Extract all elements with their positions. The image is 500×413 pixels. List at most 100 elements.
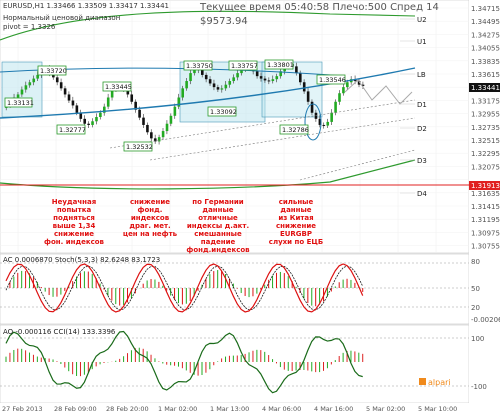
price-tick: 1.34715 [471, 5, 500, 13]
stoch-panel [0, 253, 470, 325]
time-tick: 5 Mar 02:00 [366, 405, 405, 413]
price-box: 1.33546 [316, 74, 346, 85]
time-axis-bg [0, 403, 469, 413]
candle [224, 81, 228, 91]
level-d3: D3 [417, 157, 427, 165]
svg-text:снижение: снижение [276, 222, 316, 230]
price-tick: 1.33615 [471, 71, 500, 79]
dashed-support [109, 99, 416, 149]
svg-text:1.32532: 1.32532 [126, 143, 153, 151]
support-price-tag: 1.31913 [469, 181, 500, 190]
svg-text:alpari: alpari [428, 378, 451, 387]
candle [91, 118, 94, 128]
candle [71, 96, 75, 109]
svg-text:1.33801: 1.33801 [267, 61, 294, 69]
svg-text:данные: данные [202, 206, 233, 214]
svg-text:1.32786: 1.32786 [282, 126, 309, 134]
candle [55, 74, 59, 86]
ind1-label: AC 0.0006870 Stoch(5,3,3) 82.6248 83.172… [3, 256, 160, 264]
candle [28, 79, 32, 88]
server-time: Текущее время 05:40:58 Плечо:500 Спред 1… [199, 2, 439, 13]
symbol-ohlc: EURUSD,H1 1.33466 1.33509 1.33417 1.3344… [3, 2, 169, 10]
svg-text:подняться: подняться [53, 214, 95, 222]
candle [181, 85, 184, 101]
svg-text:цен на нефть: цен на нефть [123, 230, 178, 238]
ind1-axis-neg: -0.00206 [471, 316, 500, 324]
candle [271, 75, 275, 84]
price-tick: 1.30975 [471, 229, 500, 237]
svg-text:индексов: индексов [131, 214, 170, 222]
svg-text:попытка: попытка [57, 206, 92, 214]
dashed-support [149, 117, 416, 161]
candle [24, 81, 28, 93]
candle [177, 93, 181, 110]
svg-text:из Китая: из Китая [278, 214, 313, 222]
candle [83, 115, 86, 127]
forecast-path [344, 79, 413, 105]
svg-text:падение: падение [201, 238, 236, 246]
svg-text:данные: данные [280, 206, 311, 214]
candle [228, 78, 232, 88]
cci-line [5, 330, 363, 394]
candle [161, 128, 165, 140]
price-tick: 1.32735 [471, 124, 500, 132]
candle [79, 109, 83, 122]
price-box: 1.33445 [102, 81, 132, 92]
price-tick: 1.34495 [471, 18, 500, 26]
candle [342, 83, 345, 96]
price-axis-labels: 1.34715 1.34495 1.34275 1.34055 1.33835 1.336… [471, 5, 500, 251]
candle [267, 77, 271, 85]
time-tick: 1 Mar 02:00 [158, 405, 197, 413]
ind2-label: AO -0.000116 CCI(14) 133.3396 [3, 328, 116, 336]
candle [279, 68, 282, 79]
svg-text:1.33131: 1.33131 [7, 99, 34, 107]
candle [216, 84, 220, 93]
price-box: 1.33092 [207, 106, 237, 117]
stochastic-indicator [0, 262, 469, 313]
svg-text:1.33546: 1.33546 [319, 76, 346, 84]
time-tick: 4 Mar 16:00 [314, 405, 353, 413]
candle [130, 90, 134, 105]
price-box: 1.33750 [183, 60, 213, 71]
stoch-signal [5, 265, 364, 311]
candle [220, 85, 224, 93]
price-tick: 1.31635 [471, 190, 500, 198]
candle [150, 129, 153, 142]
ind1-axis-20: 20 [471, 304, 480, 312]
price-tick: 1.34275 [471, 31, 500, 39]
candle [208, 76, 212, 86]
time-tick: 28 Feb 20:00 [106, 405, 149, 413]
candle [32, 75, 36, 86]
account-balance: $9573.94 [200, 16, 248, 27]
price-axis [469, 0, 500, 413]
price-box: 1.32777 [56, 124, 86, 135]
pivot-note: Нормальный ценовой диапазон [3, 14, 120, 22]
svg-text:индексы д.акт.: индексы д.акт. [187, 222, 249, 230]
current-price-tag: 1.33441 [469, 83, 500, 92]
level-lb: LB [417, 71, 426, 79]
candle [173, 103, 177, 119]
cci-indicator [0, 330, 469, 394]
candle [169, 113, 173, 127]
level-d1: D1 [417, 101, 427, 109]
time-tick: 1 Mar 13:00 [210, 405, 249, 413]
grid [0, 0, 469, 253]
svg-text:1.33750: 1.33750 [186, 62, 213, 70]
svg-text:1.33757: 1.33757 [231, 62, 258, 70]
svg-text:1.33445: 1.33445 [105, 83, 132, 91]
ind1-axis-80: 80 [471, 258, 480, 266]
candle [310, 99, 314, 116]
ind2-axis-neg100: -100 [471, 383, 487, 391]
main-trend-line [0, 67, 416, 119]
price-box: 1.33801 [264, 59, 294, 70]
svg-text:EURGBP: EURGBP [280, 230, 312, 238]
price-tick: 1.32955 [471, 111, 500, 119]
svg-text:Неудачная: Неудачная [52, 198, 96, 206]
svg-text:отличные: отличные [198, 214, 238, 222]
